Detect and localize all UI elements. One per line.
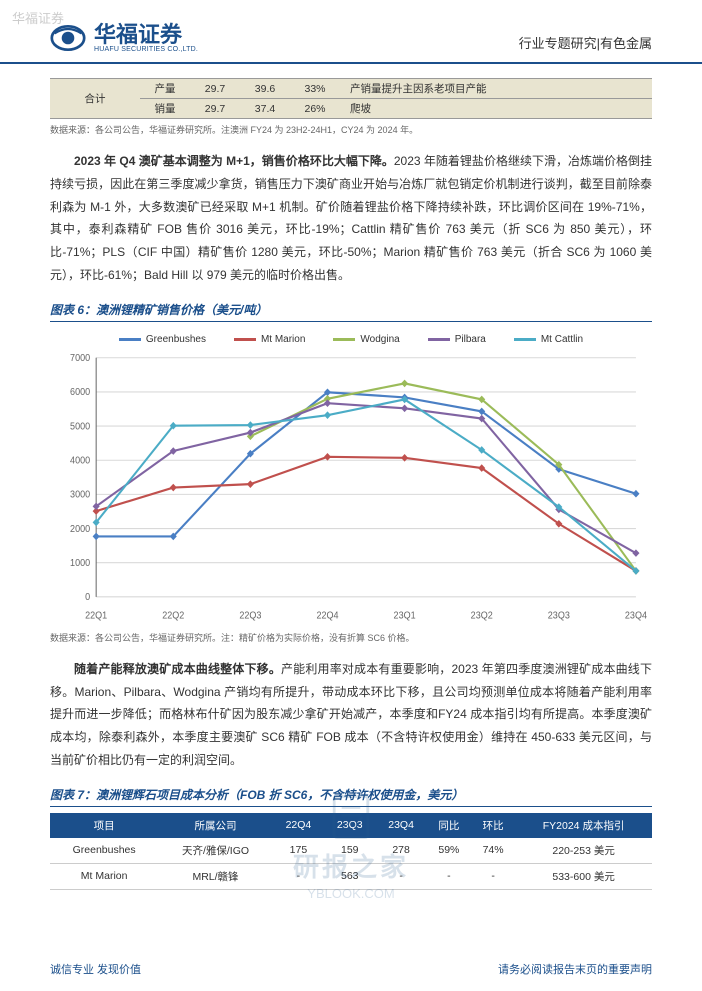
svg-text:7000: 7000 — [70, 353, 90, 363]
chart6-container: Greenbushes Mt Marion Wodgina Pilbara Mt Cat… — [50, 328, 652, 627]
cost-table-cell: 74% — [471, 838, 515, 864]
chart6-legend: Greenbushes Mt Marion Wodgina Pilbara Mt Cat… — [50, 328, 652, 347]
footer-right: 请务必阅读报告末页的重要声明 — [498, 961, 652, 977]
paragraph-1: 2023 年 Q4 澳矿基本调整为 M+1，销售价格环比大幅下降。2023 年随… — [50, 150, 652, 287]
summary-table: 合计 产量 29.7 39.6 33% 产销量提升主因系老项目产能 销量 29.… — [50, 78, 652, 119]
svg-text:22Q1: 22Q1 — [85, 610, 107, 620]
svg-text:6000: 6000 — [70, 387, 90, 397]
cost-table-cell: - — [273, 863, 324, 889]
logo-block: 华福证券 HUAFU SECURITIES CO.,LTD. — [50, 20, 198, 56]
cost-table-header: 同比 — [427, 813, 471, 838]
cost-table-cell: MRL/赣锋 — [158, 863, 272, 889]
page-content: 合计 产量 29.7 39.6 33% 产销量提升主因系老项目产能 销量 29.… — [0, 64, 702, 890]
para2-body: 产能利用率对成本有重要影响，2023 年第四季度澳洲锂矿成本曲线下移。Mario… — [50, 662, 652, 767]
cost-table-header: 22Q4 — [273, 813, 324, 838]
legend-swatch — [333, 338, 355, 341]
legend-label: Pilbara — [455, 334, 486, 345]
cost-table-header: 23Q3 — [324, 813, 375, 838]
cost-table-cell: 278 — [375, 838, 426, 864]
summary-v1: 29.7 — [190, 79, 240, 99]
chart6-source: 数据来源：各公司公告，华福证券研究所。注：精矿价格为实际价格，没有折算 SC6 … — [50, 631, 652, 644]
legend-item: Mt Marion — [234, 334, 305, 345]
legend-item: Greenbushes — [119, 334, 206, 345]
svg-text:4000: 4000 — [70, 455, 90, 465]
summary-v2: 39.6 — [240, 79, 290, 99]
legend-item: Pilbara — [428, 334, 486, 345]
legend-swatch — [234, 338, 256, 341]
chart6-svg: 0 1000 2000 3000 4000 5000 6000 7000 22Q1 22Q2 22Q… — [50, 347, 652, 627]
summary-pct: 33% — [290, 79, 340, 99]
svg-text:1000: 1000 — [70, 557, 90, 567]
cost-table-cell: 天齐/雅保/IGO — [158, 838, 272, 864]
cost-table-cell: Mt Marion — [50, 863, 158, 889]
cost-table-cell: 533-600 美元 — [515, 863, 652, 889]
summary-v2: 37.4 — [240, 99, 290, 119]
summary-pct: 26% — [290, 99, 340, 119]
cost-table-cell: - — [427, 863, 471, 889]
para2-bold: 随着产能释放澳矿成本曲线整体下移。 — [74, 662, 281, 676]
page-header: 华福证券 HUAFU SECURITIES CO.,LTD. 行业专题研究|有色… — [0, 0, 702, 64]
svg-text:23Q2: 23Q2 — [471, 610, 493, 620]
svg-text:5000: 5000 — [70, 421, 90, 431]
svg-text:23Q3: 23Q3 — [548, 610, 570, 620]
table-row: Mt MarionMRL/赣锋-563---533-600 美元 — [50, 863, 652, 889]
para1-bold: 2023 年 Q4 澳矿基本调整为 M+1，销售价格环比大幅下降。 — [74, 154, 394, 168]
cost-table-cell: 563 — [324, 863, 375, 889]
cost-table-cell: Greenbushes — [50, 838, 158, 864]
cost-table-header: 所属公司 — [158, 813, 272, 838]
svg-text:3000: 3000 — [70, 489, 90, 499]
legend-label: Greenbushes — [146, 334, 206, 345]
cost-table-cell: - — [471, 863, 515, 889]
doc-type-label: 行业专题研究|有色金属 — [519, 33, 652, 56]
summary-note: 爬坡 — [340, 99, 652, 119]
cost-table-header: 项目 — [50, 813, 158, 838]
cost-table-cell: 59% — [427, 838, 471, 864]
svg-text:23Q4: 23Q4 — [625, 610, 647, 620]
paragraph-2: 随着产能释放澳矿成本曲线整体下移。产能利用率对成本有重要影响，2023 年第四季… — [50, 658, 652, 772]
legend-label: Mt Cattlin — [541, 334, 583, 345]
cost-table-cell: 159 — [324, 838, 375, 864]
company-name-en: HUAFU SECURITIES CO.,LTD. — [94, 46, 198, 53]
legend-item: Wodgina — [333, 334, 399, 345]
svg-text:2000: 2000 — [70, 523, 90, 533]
legend-swatch — [428, 338, 450, 341]
cost-table-cell: 220-253 美元 — [515, 838, 652, 864]
watermark-top-left: 华福证券 — [12, 8, 64, 27]
svg-text:22Q3: 22Q3 — [239, 610, 261, 620]
cost-table-cell: 175 — [273, 838, 324, 864]
summary-note: 产销量提升主因系老项目产能 — [340, 79, 652, 99]
summary-metric: 销量 — [140, 99, 190, 119]
table-row: Greenbushes天齐/雅保/IGO17515927859%74%220-2… — [50, 838, 652, 864]
chart6-title: 图表 6：澳洲锂精矿销售价格（美元/吨） — [50, 301, 652, 322]
summary-row-label: 合计 — [50, 79, 140, 119]
chart7-title: 图表 7：澳洲锂辉石项目成本分析（FOB 折 SC6，不含特许权使用金，美元） — [50, 786, 652, 807]
summary-source: 数据来源：各公司公告，华福证券研究所。注澳洲 FY24 为 23H2-24H1，… — [50, 123, 652, 136]
svg-text:22Q2: 22Q2 — [162, 610, 184, 620]
cost-table-cell: - — [375, 863, 426, 889]
page-footer: 诚信专业 发现价值 请务必阅读报告末页的重要声明 — [0, 961, 702, 977]
cost-table-header: 环比 — [471, 813, 515, 838]
company-name-cn: 华福证券 — [94, 24, 198, 46]
svg-text:23Q1: 23Q1 — [394, 610, 416, 620]
legend-swatch — [514, 338, 536, 341]
cost-table-header: FY2024 成本指引 — [515, 813, 652, 838]
svg-text:0: 0 — [85, 592, 90, 602]
svg-text:22Q4: 22Q4 — [316, 610, 338, 620]
legend-swatch — [119, 338, 141, 341]
cost-table-header: 23Q4 — [375, 813, 426, 838]
para1-body: 2023 年随着锂盐价格继续下滑，冶炼端价格倒挂持续亏损，因此在第三季度减少拿货… — [50, 154, 652, 282]
summary-metric: 产量 — [140, 79, 190, 99]
footer-left: 诚信专业 发现价值 — [50, 961, 141, 977]
legend-item: Mt Cattlin — [514, 334, 583, 345]
cost-table: 项目所属公司22Q423Q323Q4同比环比FY2024 成本指引 Greenb… — [50, 813, 652, 890]
legend-label: Wodgina — [360, 334, 399, 345]
summary-v1: 29.7 — [190, 99, 240, 119]
legend-label: Mt Marion — [261, 334, 305, 345]
